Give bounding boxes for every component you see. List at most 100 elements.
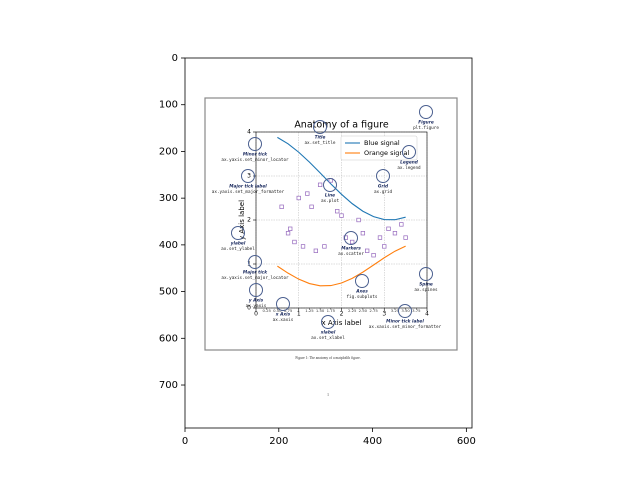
annotation-name: y Axis <box>249 298 264 304</box>
annotation-marker <box>248 137 262 151</box>
x-tick-label: 0 <box>254 311 258 318</box>
annotation-code: fig.subplots <box>346 294 377 300</box>
caption: Figure 1: The anatomy of a matplotlib fi… <box>295 356 360 360</box>
x-tick-label: 3 <box>382 311 386 318</box>
legend-label: Blue signal <box>364 139 400 147</box>
y-tick-label: 500 <box>159 287 178 298</box>
annotation-marker <box>344 231 358 245</box>
annotation-code: ax.scatter <box>338 251 364 257</box>
annotation-code: ax.plot <box>321 198 340 204</box>
x-minor-tick-label: 2.75 <box>369 308 378 313</box>
marker <box>365 248 370 253</box>
annotation-name: Grid <box>378 184 389 190</box>
marker <box>309 204 314 209</box>
annotation-marker <box>231 226 245 240</box>
annotation-name: Major tick label <box>229 184 267 190</box>
annotation-name: Title <box>315 135 326 141</box>
x-minor-tick-label: 2.50 <box>359 308 368 313</box>
y-tick-label: 4 <box>247 129 251 136</box>
x-minor-tick-label: 2.25 <box>348 308 357 313</box>
y-tick-label: 600 <box>159 333 178 344</box>
x-minor-tick-label: 3.75 <box>412 308 421 313</box>
marker <box>392 231 398 236</box>
annotation-code: ax.yaxis.set_major_formatter <box>212 189 285 195</box>
y-tick-label: 0 <box>247 305 251 312</box>
marker <box>292 239 297 245</box>
x-minor-tick-label: 0.75 <box>284 308 293 313</box>
annotation-code: ax.yaxis.set_minor_locator <box>221 157 289 163</box>
marker <box>317 182 323 187</box>
annotation-code: ax.yaxis <box>246 303 267 309</box>
marker <box>350 239 355 245</box>
marker <box>285 231 291 236</box>
x-tick-label: 2 <box>340 311 344 318</box>
legend-label: Orange signal <box>364 149 410 157</box>
marker <box>339 213 344 218</box>
marker <box>371 253 376 258</box>
x-minor-tick-label: 3.50 <box>401 308 410 313</box>
marker <box>403 235 408 240</box>
annotation-name: Major tick <box>243 270 268 276</box>
annotation-marker <box>241 169 255 183</box>
inner-spine <box>255 131 428 309</box>
annotation-marker <box>398 304 412 318</box>
annotation-code: plt.figure <box>413 125 439 131</box>
x-minor-tick-label: 1.25 <box>305 308 314 313</box>
annotation-marker <box>376 169 390 183</box>
annotation-marker <box>355 274 369 288</box>
marker <box>343 235 348 240</box>
marker <box>313 248 318 253</box>
marker <box>386 226 391 231</box>
annotation-code: ax.xaxis.set_minor_formatter <box>369 324 442 330</box>
x-tick-label: 200 <box>269 436 288 447</box>
annotation-code: ax.set_xlabel <box>311 335 345 341</box>
inner-ylabel: y Axis label <box>238 200 246 240</box>
annotation-code: ax.legend <box>397 165 421 171</box>
x-tick-label: 4 <box>425 311 429 318</box>
annotation-name: Axes <box>355 289 368 295</box>
marker <box>382 244 387 249</box>
annotation-marker <box>249 283 263 297</box>
marker <box>296 195 301 201</box>
annotation-marker <box>313 120 327 134</box>
marker <box>360 231 366 236</box>
annotation-name: Spine <box>419 282 433 288</box>
y-tick-label: 2 <box>247 217 251 224</box>
annotation-marker <box>323 178 337 192</box>
y-tick-label: 0 <box>172 53 178 64</box>
annotation-code: ax.spines <box>414 287 438 293</box>
marker <box>279 204 284 209</box>
marker <box>305 191 310 196</box>
annotation-name: Figure <box>418 120 434 126</box>
x-tick-label: 1 <box>297 311 301 318</box>
annotation-marker <box>419 105 433 119</box>
annotation-name: ylabel <box>231 241 246 247</box>
legend-box <box>340 135 418 161</box>
y-tick-label: 200 <box>159 146 178 157</box>
marker <box>288 226 293 231</box>
x-minor-tick-label: 0.50 <box>273 308 282 313</box>
annotation-marker <box>321 315 335 329</box>
marker <box>356 217 361 223</box>
annotation-marker <box>402 145 416 159</box>
annotation-name: Minor tick label <box>386 319 424 325</box>
annotation-name: x Axis <box>275 312 291 318</box>
marker <box>335 209 340 214</box>
annotation-name: xlabel <box>320 330 336 336</box>
x-minor-tick-label: 0.25 <box>262 308 271 313</box>
annotation-name: Minor tick <box>243 152 268 158</box>
x-tick-label: 600 <box>457 436 476 447</box>
marker <box>377 235 383 240</box>
page-number: 1 <box>327 393 329 397</box>
annotation-name: Markers <box>341 246 361 252</box>
annotation-code: ax.xaxis <box>273 317 294 323</box>
annotation-name: Line <box>325 193 335 199</box>
x-tick-label: 0 <box>182 436 188 447</box>
signal-line <box>277 136 406 221</box>
annotation-name: Legend <box>400 160 419 166</box>
signal-line <box>277 245 406 287</box>
annotation-marker <box>248 255 262 269</box>
x-minor-tick-label: 1.50 <box>316 308 325 313</box>
y-tick-label: 3 <box>247 173 251 180</box>
